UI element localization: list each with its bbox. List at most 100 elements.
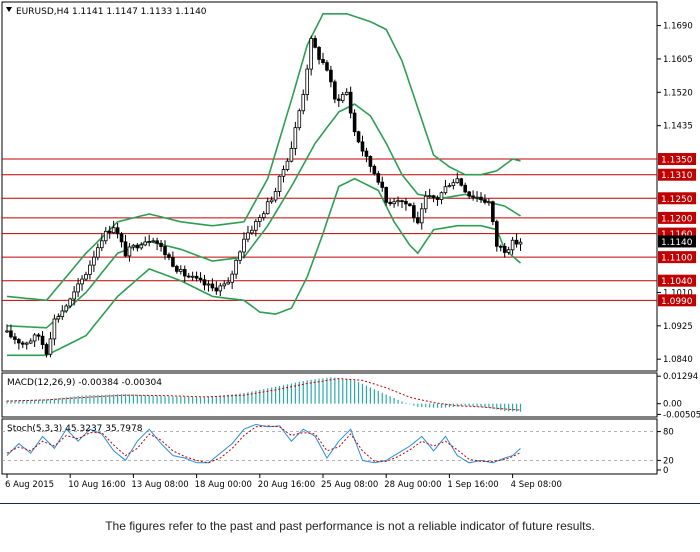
candle-body xyxy=(163,246,167,256)
candle-body xyxy=(431,195,436,199)
candle-body xyxy=(443,186,448,194)
chart-area[interactable]: 1.1690 1.1605 1.1520 1.1435 1.1010 1.0925 1.08… xyxy=(0,0,700,496)
candle-body xyxy=(194,275,199,279)
candle-body xyxy=(297,110,302,129)
candle-body xyxy=(487,201,491,204)
price-tick-label: 1.1520 xyxy=(663,88,693,98)
candle-body xyxy=(321,58,325,64)
candle-body xyxy=(72,291,76,300)
candle-body xyxy=(419,208,424,224)
candle-body xyxy=(388,201,392,205)
candle-body xyxy=(479,196,483,201)
candle-body xyxy=(289,147,294,162)
candle-body xyxy=(182,269,187,277)
levels-layer xyxy=(2,158,657,301)
candle-body xyxy=(415,217,420,224)
candle-body xyxy=(60,310,65,318)
candle-body xyxy=(427,195,432,198)
level-label-box xyxy=(658,153,696,166)
candle-body xyxy=(214,287,219,292)
candle-body xyxy=(68,298,73,307)
level-label-text: 1.1250 xyxy=(661,195,693,205)
time-axis: 6 Aug 2015 10 Aug 16:00 13 Aug 08:00 18 Aug… xyxy=(5,474,562,490)
candle-body xyxy=(76,283,80,293)
time-tick-label: 20 Aug 16:00 xyxy=(258,480,315,490)
candle-body xyxy=(135,244,140,249)
candle-body xyxy=(285,160,290,170)
candle-body xyxy=(175,265,179,272)
candle-body xyxy=(171,257,175,267)
candle-body xyxy=(20,342,25,345)
candle-body xyxy=(510,239,515,251)
candle-body xyxy=(483,199,487,203)
candle-body xyxy=(103,230,108,242)
candle-body xyxy=(333,81,337,100)
candle-body xyxy=(265,201,270,215)
disclaimer-text: The figures refer to the past and past p… xyxy=(105,519,595,533)
level-label-box xyxy=(658,251,696,264)
candle-body xyxy=(210,283,215,289)
candle-body xyxy=(502,245,507,253)
stoch-layer: 80 200 xyxy=(2,423,674,476)
candle-body xyxy=(123,241,128,257)
price-axis: 1.1690 1.1605 1.1520 1.1435 1.1010 1.0925 1.08… xyxy=(657,22,693,365)
candle-body xyxy=(230,273,234,283)
price-tick-label: 1.1605 xyxy=(663,55,693,65)
candle-body xyxy=(115,227,120,235)
time-tick-label: 18 Aug 00:00 xyxy=(195,480,252,490)
candle-body xyxy=(313,38,317,48)
time-tick-label: 4 Sep 08:00 xyxy=(511,480,562,490)
candle-body xyxy=(329,69,333,83)
candle-body xyxy=(380,181,385,188)
candle-body xyxy=(498,245,503,248)
candle-body xyxy=(518,241,523,245)
candle-body xyxy=(506,249,511,253)
candle-body xyxy=(5,330,9,333)
candle-body xyxy=(412,205,416,219)
level-labels-layer: 1.1350 1.1310 1.1250 1.1200 1.1160 1.1100 1.10… xyxy=(658,153,696,307)
macd-tick-label: -0.00505 xyxy=(663,410,700,420)
candle-body xyxy=(246,232,250,240)
level-label-box xyxy=(658,192,696,205)
candle-body xyxy=(281,169,286,177)
candle-body xyxy=(459,178,464,186)
candle-body xyxy=(447,185,452,188)
candle-body xyxy=(40,335,45,345)
candle-body xyxy=(127,246,132,257)
candle-body xyxy=(64,305,69,312)
candle-body xyxy=(352,112,357,133)
dropdown-triangle-icon[interactable] xyxy=(6,7,12,12)
candle-body xyxy=(514,239,519,245)
candle-body xyxy=(376,173,381,183)
candle-body xyxy=(368,155,373,167)
candle-body xyxy=(344,91,349,95)
candle-body xyxy=(372,165,377,174)
candle-body xyxy=(309,38,313,70)
candle-body xyxy=(455,178,460,184)
candle-body xyxy=(84,274,88,280)
candle-body xyxy=(36,334,41,337)
candle-body xyxy=(423,195,428,210)
candle-body xyxy=(475,196,479,199)
candle-body xyxy=(336,98,341,101)
candle-body xyxy=(269,199,274,203)
candle-body xyxy=(100,240,104,249)
candle-body xyxy=(167,254,171,258)
candle-body xyxy=(360,141,365,152)
candle-body xyxy=(435,197,440,200)
candle-body xyxy=(254,221,258,231)
candle-body xyxy=(28,340,33,344)
candle-body xyxy=(119,233,124,243)
stoch-tick-label: 20 xyxy=(663,456,674,466)
candle-body xyxy=(9,330,13,338)
candle-body xyxy=(17,339,21,344)
candles-layer xyxy=(5,35,523,358)
candle-body xyxy=(155,240,159,244)
candle-body xyxy=(222,283,227,287)
price-tick-label: 1.0925 xyxy=(663,322,693,332)
level-label-text: 1.0990 xyxy=(661,297,693,307)
level-label-text: 1.1350 xyxy=(661,156,693,166)
level-label-box xyxy=(658,211,696,224)
candle-body xyxy=(257,217,262,222)
stoch-tick-label: 0 xyxy=(663,466,668,476)
